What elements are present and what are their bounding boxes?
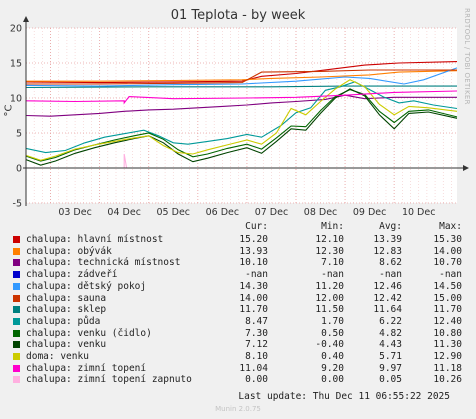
chart-title: 01 Teplota - by week xyxy=(170,8,306,23)
y-tick-label: 0 xyxy=(16,164,22,175)
x-tick-label: 08 Dec xyxy=(304,207,338,218)
last-update: Last update: Thu Dec 11 06:55:22 2025 xyxy=(238,391,450,402)
plot-area xyxy=(26,28,457,203)
munin-version: Munin 2.0.75 xyxy=(215,405,261,413)
x-tick-label: 05 Dec xyxy=(157,207,191,218)
series-line xyxy=(26,69,457,85)
series-line xyxy=(25,88,458,166)
series-line xyxy=(25,90,458,105)
y-tick-label: 10 xyxy=(10,94,22,105)
y-tick-label: 5 xyxy=(16,129,22,140)
series-line xyxy=(25,79,458,161)
y-tick-label: 15 xyxy=(10,59,22,70)
series-line xyxy=(25,94,457,117)
x-tick-label: 10 Dec xyxy=(402,207,436,218)
series-line xyxy=(25,61,458,84)
y-tick-label: -5 xyxy=(13,199,22,210)
series-line xyxy=(26,70,458,82)
rrdtool-credit: RRDTOOL / TOBI OETIKER xyxy=(463,8,471,105)
x-tick-label: 07 Dec xyxy=(255,207,289,218)
x-tick-label: 09 Dec xyxy=(353,207,387,218)
y-tick-label: 20 xyxy=(10,24,22,35)
y-axis-arrow xyxy=(23,16,29,22)
x-axis-arrow xyxy=(463,165,469,171)
series-line xyxy=(25,81,458,154)
series-line xyxy=(25,67,458,87)
series-line xyxy=(25,85,457,89)
y-axis-label: °C xyxy=(3,104,15,117)
x-tick-label: 06 Dec xyxy=(206,207,240,218)
x-tick-label: 03 Dec xyxy=(58,207,92,218)
x-tick-label: 04 Dec xyxy=(107,207,141,218)
